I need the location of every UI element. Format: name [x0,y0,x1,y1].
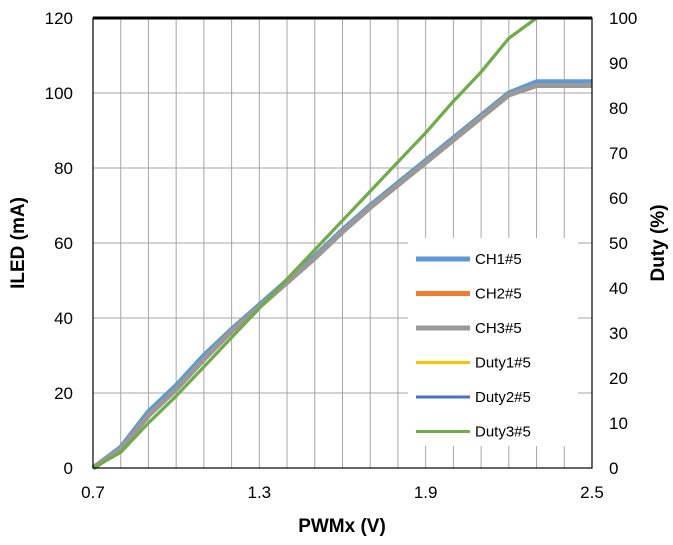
legend-label: Duty3#5 [475,424,531,441]
y2-axis-title: Duty (%) [648,204,669,281]
legend-label: Duty2#5 [475,389,531,406]
series-line-ch3-5 [91,83,592,471]
y2-tick-label: 20 [609,369,628,388]
y2-tick-label: 30 [609,324,628,343]
series-line-duty3-5 [92,16,592,470]
y2-tick-label: 60 [609,189,628,208]
y2-tick-label: 80 [609,99,628,118]
y-axis-title: ILED (mA) [8,197,29,289]
x-tick-label: 2.5 [580,483,604,502]
legend-label: CH1#5 [475,251,522,268]
y2-tick-label: 0 [609,459,618,478]
y-tick-label: 0 [64,459,73,478]
legend-label: CH2#5 [475,286,522,303]
y2-tick-label: 70 [609,144,628,163]
x-axis-title: PWMx (V) [298,516,386,537]
x-tick-label: 0.7 [81,483,105,502]
x-tick-label: 1.3 [248,483,272,502]
y-tick-label: 100 [45,84,73,103]
y2-tick-label: 40 [609,279,628,298]
legend-box [408,238,578,446]
y-tick-label: 120 [45,9,73,28]
x-tick-labels: 0.7 1.3 1.9 2.5 [81,483,604,502]
y2-tick-label: 50 [609,234,628,253]
y-tick-labels: 0 20 40 60 80 100 120 [45,9,73,478]
y2-tick-labels: 0 10 20 30 40 50 60 70 80 90 100 [609,9,637,478]
y-tick-label: 20 [54,384,73,403]
x-tick-label: 1.9 [414,483,438,502]
legend-label: Duty1#5 [475,355,531,372]
y2-tick-label: 90 [609,54,628,73]
y2-tick-label: 100 [609,9,637,28]
series-layer [91,16,592,471]
y2-tick-label: 10 [609,414,628,433]
legend: CH1#5 CH2#5 CH3#5 Duty1#5 Duty2#5 Duty3#5 [408,238,578,446]
y-tick-label: 80 [54,159,73,178]
y-tick-label: 40 [54,309,73,328]
legend-label: CH3#5 [475,320,522,337]
y-tick-label: 60 [54,234,73,253]
